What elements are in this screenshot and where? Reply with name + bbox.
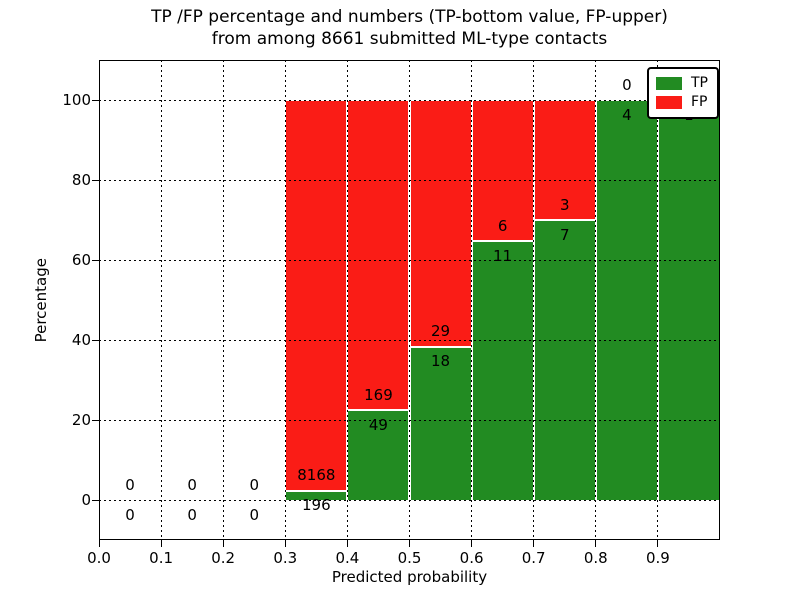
fp-count-label: 0 [187, 475, 197, 494]
gridline-vertical [409, 60, 411, 540]
chart-title-line-2: from among 8661 submitted ML-type contac… [211, 29, 608, 49]
legend: TP FP [647, 67, 719, 119]
gridline-vertical [160, 60, 163, 540]
gridline-vertical [284, 60, 287, 540]
tp-count-label: 7 [559, 225, 570, 244]
x-tick-mark [409, 540, 410, 547]
y-tick-label: 100 [62, 90, 91, 109]
gridline-vertical [533, 60, 536, 540]
y-tick-label: 0 [81, 490, 91, 509]
y-tick-label: 40 [71, 330, 91, 349]
x-tick-label: 0.2 [211, 549, 236, 567]
x-tick-label: 0.9 [645, 549, 670, 567]
x-tick-mark [98, 540, 100, 547]
y-tick-mark [92, 339, 99, 341]
x-tick-label: 0.7 [521, 549, 546, 567]
bar-tp-segment [471, 241, 534, 500]
x-tick-mark [595, 540, 597, 547]
x-tick-label: 0.8 [583, 549, 608, 567]
y-tick-mark [92, 419, 99, 421]
tp-count-label: 0 [249, 505, 260, 524]
x-tick-mark [346, 540, 348, 547]
legend-item: FP [656, 93, 710, 112]
fp-count-label: 169 [364, 385, 393, 404]
plot-area: Predicted probability TP FP 0.0 0.1 0.2 0.3 0… [62, 60, 720, 586]
bar-fp-segment [409, 100, 472, 347]
legend-swatch-fp [656, 96, 682, 109]
y-tick-label: 80 [71, 170, 91, 189]
fp-count-label: 3 [559, 195, 570, 214]
tp-count-label: 11 [493, 246, 513, 265]
x-tick-mark [222, 540, 224, 547]
fp-count-label: 0 [622, 75, 632, 94]
fp-count-label: 0 [249, 475, 260, 494]
y-tick-mark [92, 259, 99, 261]
y-tick-label: 20 [71, 410, 91, 429]
x-tick-mark [657, 540, 659, 547]
bar-tp-segment [595, 100, 658, 500]
legend-item: TP [656, 74, 710, 93]
fp-count-label: 29 [431, 322, 451, 341]
chart-title-line-1: TP /FP percentage and numbers (TP-bottom… [151, 7, 668, 27]
bar-tp-segment [657, 100, 720, 500]
x-tick-mark [471, 540, 473, 547]
fp-count-label: 0 [125, 475, 135, 494]
bar-fp-segment [347, 100, 410, 411]
x-tick-mark [160, 540, 162, 547]
legend-item-label: TP [691, 75, 708, 91]
bar-tp-segment [347, 410, 410, 500]
x-tick-label: 0.1 [149, 549, 174, 567]
gridline-vertical [222, 60, 225, 540]
gridline-vertical [346, 60, 349, 540]
gridline-vertical [657, 60, 660, 540]
y-tick-mark [92, 99, 99, 101]
bar-fp-segment [285, 100, 348, 491]
tp-count-label: 18 [431, 352, 451, 371]
x-tick-mark [284, 540, 286, 547]
gridline-vertical [471, 60, 474, 540]
x-tick-label: 0.4 [335, 549, 360, 567]
bar-tp-segment [409, 346, 472, 500]
tp-count-label: 0 [187, 505, 197, 524]
x-tick-label: 0.6 [459, 549, 484, 567]
x-axis-label: Predicted probability [331, 568, 488, 586]
x-tick-mark [533, 540, 535, 547]
tp-count-label: 4 [622, 105, 632, 124]
gridline-vertical [595, 60, 598, 540]
y-tick-mark [92, 499, 99, 501]
tp-count-label: 49 [368, 415, 388, 434]
y-axis-label: Percentage [32, 257, 50, 343]
fp-count-label: 8168 [297, 466, 336, 485]
tp-count-label: 0 [125, 505, 135, 524]
tp-count-label: 196 [302, 496, 331, 515]
x-tick-label: 0.3 [273, 549, 298, 567]
chart-title: TP /FP percentage and numbers (TP-bottom… [99, 6, 720, 50]
x-tick-label: 0.5 [397, 549, 422, 567]
legend-swatch-tp [656, 77, 682, 90]
fp-count-label: 6 [497, 216, 508, 235]
y-tick-mark [92, 179, 99, 181]
legend-item-label: FP [691, 94, 708, 110]
x-tick-label: 0.0 [87, 549, 111, 567]
y-tick-label: 60 [71, 250, 91, 269]
